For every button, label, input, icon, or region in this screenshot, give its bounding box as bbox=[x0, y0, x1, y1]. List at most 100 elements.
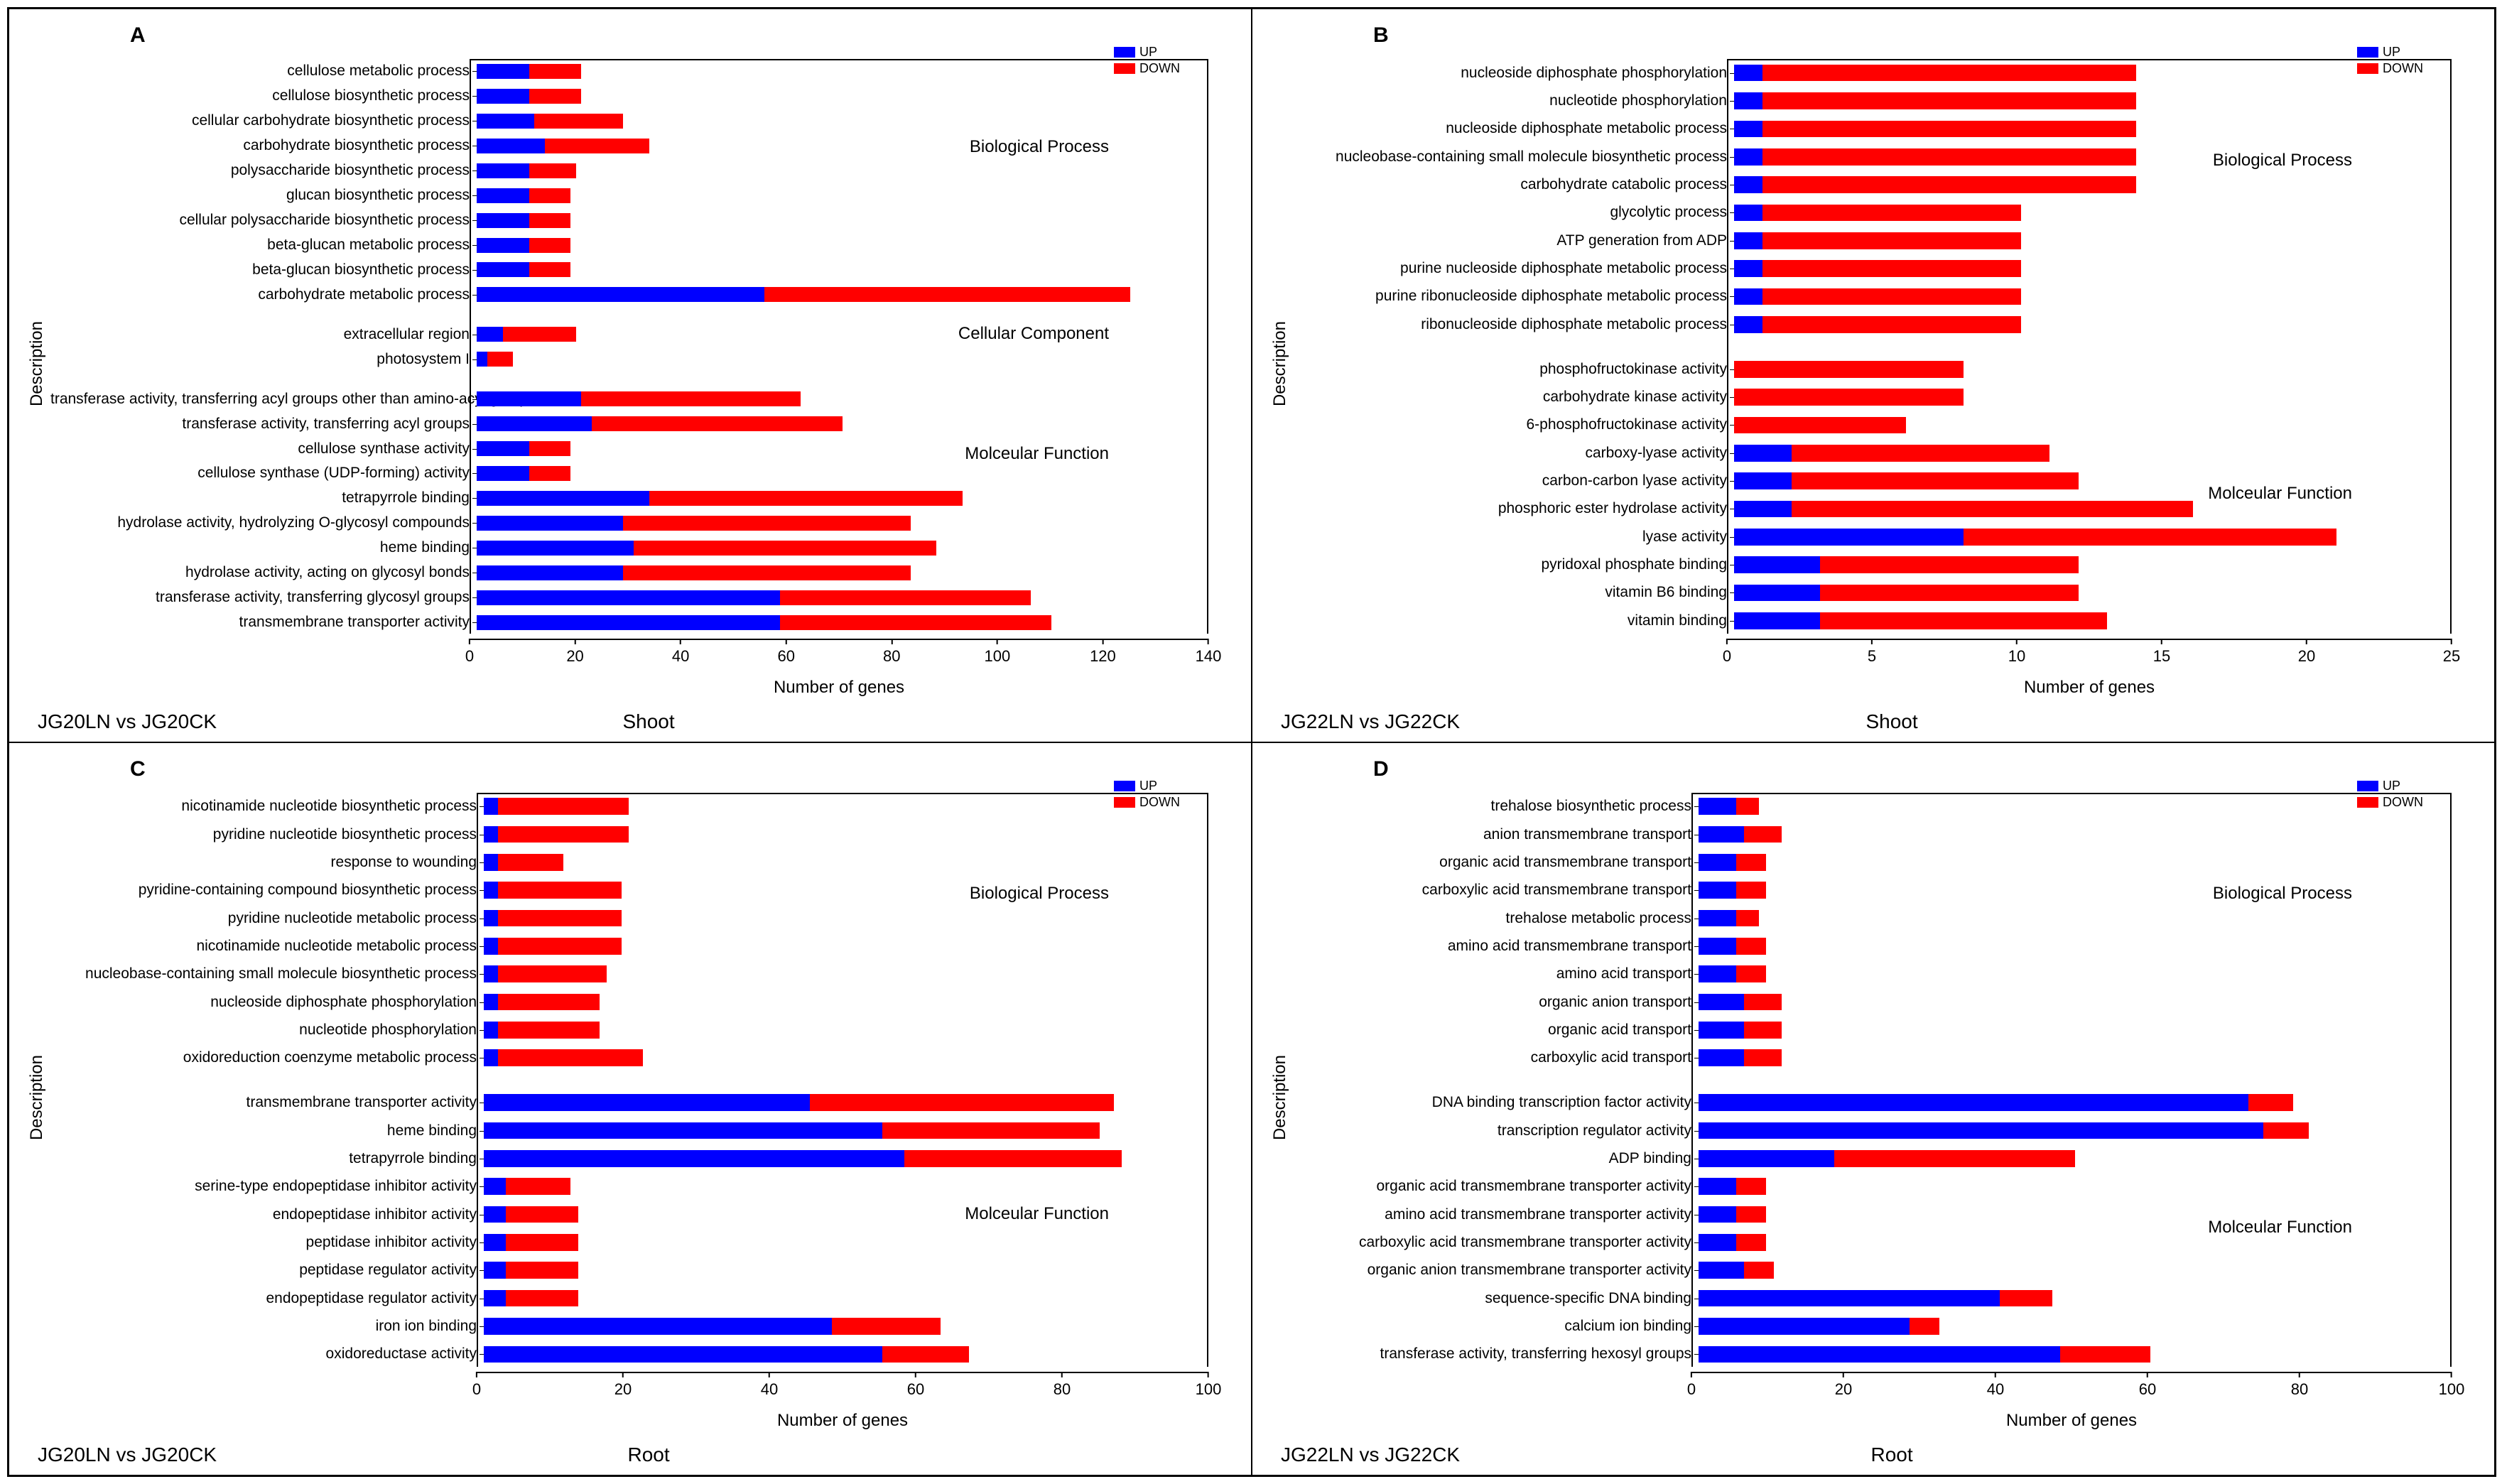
x-tick-label: 120 bbox=[1090, 647, 1116, 666]
bar-down-segment bbox=[2060, 1346, 2150, 1363]
bar-down-segment bbox=[1736, 938, 1766, 955]
bar-up-segment bbox=[484, 798, 498, 815]
bar-row: cellulose metabolic process bbox=[50, 59, 1208, 84]
bar-up-segment bbox=[484, 1094, 810, 1111]
bar-down-segment bbox=[904, 1150, 1122, 1167]
spacer-row bbox=[1294, 1072, 2452, 1089]
bar-track bbox=[1699, 1089, 2452, 1117]
bar-row: trehalose biosynthetic process bbox=[1294, 793, 2452, 820]
bar-down-segment bbox=[1762, 121, 2135, 138]
bar-track bbox=[1734, 115, 2452, 143]
bar-label: pyridine-containing compound biosyntheti… bbox=[50, 882, 484, 899]
panel-a: AUPDOWNDescriptioncellulose metabolic pr… bbox=[9, 9, 1252, 742]
bar-up-segment bbox=[1734, 260, 1762, 277]
bar-row: nucleotide phosphorylation bbox=[50, 1016, 1208, 1044]
bar-row: tetrapyrrole binding bbox=[50, 486, 1208, 511]
bar-row: 6-phosphofructokinase activity bbox=[1294, 411, 2452, 439]
bar-track bbox=[1734, 607, 2452, 634]
bar-up-segment bbox=[1699, 1049, 1744, 1066]
bar-row: nucleoside diphosphate phosphorylation bbox=[50, 988, 1208, 1016]
bar-up-segment bbox=[477, 287, 764, 302]
bar-row: pyridine nucleotide metabolic process bbox=[50, 904, 1208, 932]
bar-label: transferase activity, transferring hexos… bbox=[1294, 1345, 1699, 1363]
bar-label: amino acid transmembrane transporter act… bbox=[1294, 1206, 1699, 1223]
x-tick-label: 100 bbox=[2439, 1380, 2465, 1399]
bar-label: carboxylic acid transmembrane transport bbox=[1294, 882, 1699, 899]
x-tick: 20 bbox=[614, 1372, 632, 1399]
bar-row: nucleoside diphosphate metabolic process bbox=[1294, 115, 2452, 143]
x-axis: 0510152025 bbox=[1727, 639, 2452, 681]
bar-track bbox=[1734, 551, 2452, 578]
bar-row: hydrolase activity, hydrolyzing O-glycos… bbox=[50, 511, 1208, 536]
bar-label: cellulose synthase (UDP-forming) activit… bbox=[50, 465, 477, 482]
bar-down-segment bbox=[1736, 1178, 1766, 1195]
bar-down-segment bbox=[1820, 556, 2079, 573]
bar-track bbox=[477, 610, 1208, 635]
comparison-label: JG20LN vs JG20CK bbox=[38, 710, 217, 733]
spacer-row bbox=[50, 307, 1208, 322]
bar-up-segment bbox=[477, 516, 623, 531]
bar-row: ribonucleoside diphosphate metabolic pro… bbox=[1294, 310, 2452, 338]
bar-track bbox=[1699, 1257, 2452, 1284]
bar-track bbox=[1699, 793, 2452, 820]
bar-row: calcium ion binding bbox=[1294, 1312, 2452, 1340]
bar-up-segment bbox=[1734, 501, 1792, 518]
bar-track bbox=[1734, 439, 2452, 467]
bar-track bbox=[477, 282, 1208, 307]
bar-label: 6-phosphofructokinase activity bbox=[1294, 416, 1734, 433]
bar-row: heme binding bbox=[50, 536, 1208, 560]
bar-track bbox=[1699, 988, 2452, 1016]
spacer-row bbox=[1294, 338, 2452, 355]
bar-label: purine nucleoside diphosphate metabolic … bbox=[1294, 260, 1734, 277]
bar-label: phosphofructokinase activity bbox=[1294, 361, 1734, 378]
section-label: Biological Process bbox=[970, 137, 1109, 157]
bar-label: oxidoreductase activity bbox=[50, 1345, 484, 1363]
bar-label: sequence-specific DNA binding bbox=[1294, 1290, 1699, 1307]
bar-up-segment bbox=[484, 965, 498, 982]
bar-track bbox=[484, 793, 1208, 820]
bar-track bbox=[477, 258, 1208, 283]
bar-down-segment bbox=[498, 1022, 600, 1039]
bar-row: purine ribonucleoside diphosphate metabo… bbox=[1294, 283, 2452, 310]
bar-label: calcium ion binding bbox=[1294, 1318, 1699, 1335]
bar-label: beta-glucan biosynthetic process bbox=[50, 261, 477, 278]
bar-row: cellular carbohydrate biosynthetic proce… bbox=[50, 109, 1208, 134]
bar-down-segment bbox=[1744, 1049, 1782, 1066]
x-tick-label: 80 bbox=[2291, 1380, 2308, 1399]
x-tick: 20 bbox=[2298, 639, 2315, 666]
bar-track bbox=[1699, 1144, 2452, 1172]
bar-row: transmembrane transporter activity bbox=[50, 610, 1208, 635]
bar-track bbox=[484, 848, 1208, 876]
bar-down-segment bbox=[529, 163, 576, 178]
bar-label: carboxy-lyase activity bbox=[1294, 445, 1734, 462]
panel-footer: JG22LN vs JG22CKRoot bbox=[1252, 1438, 2494, 1475]
bar-up-segment bbox=[1734, 316, 1762, 333]
bar-down-segment bbox=[1744, 1022, 1782, 1039]
bar-track bbox=[1734, 523, 2452, 551]
x-axis: 020406080100120140 bbox=[470, 639, 1208, 681]
x-tick: 0 bbox=[1687, 1372, 1696, 1399]
bar-track bbox=[484, 1284, 1208, 1312]
bar-row: organic acid transmembrane transporter a… bbox=[1294, 1173, 2452, 1201]
bar-up-segment bbox=[484, 1318, 832, 1335]
bar-label: vitamin binding bbox=[1294, 612, 1734, 629]
bar-up-segment bbox=[1699, 1234, 1736, 1251]
x-tick: 100 bbox=[2439, 1372, 2465, 1399]
bar-up-segment bbox=[1734, 472, 1792, 489]
bar-label: nucleotide phosphorylation bbox=[50, 1022, 484, 1039]
bar-down-segment bbox=[1744, 826, 1782, 843]
bar-up-segment bbox=[477, 327, 503, 342]
bar-track bbox=[484, 988, 1208, 1016]
bar-up-segment bbox=[1699, 1346, 2060, 1363]
bar-up-segment bbox=[1699, 938, 1736, 955]
bar-row: glycolytic process bbox=[1294, 199, 2452, 227]
bar-up-segment bbox=[477, 163, 529, 178]
bar-up-segment bbox=[477, 615, 780, 630]
bar-label: cellulose biosynthetic process bbox=[50, 87, 477, 104]
bar-label: purine ribonucleoside diphosphate metabo… bbox=[1294, 288, 1734, 305]
bar-label: pyridoxal phosphate binding bbox=[1294, 556, 1734, 573]
bar-track bbox=[477, 158, 1208, 183]
bar-label: beta-glucan metabolic process bbox=[50, 237, 477, 254]
bar-up-segment bbox=[1734, 148, 1762, 166]
bar-track bbox=[1699, 1284, 2452, 1312]
